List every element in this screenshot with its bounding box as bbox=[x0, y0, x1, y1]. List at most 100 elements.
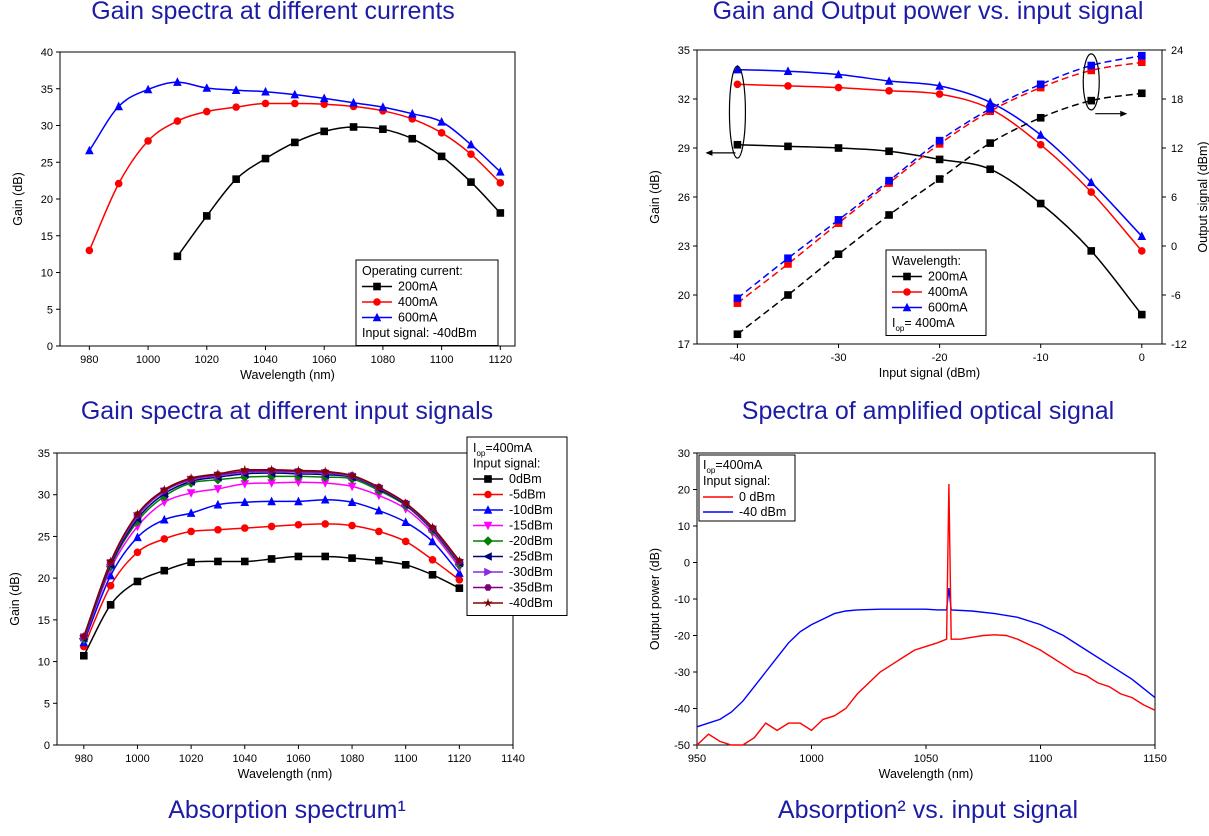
x-tick-label: 1020 bbox=[195, 354, 219, 366]
x-tick-label: -10 bbox=[1033, 352, 1049, 364]
data-point-10dbm bbox=[374, 505, 384, 515]
series-40-dbm bbox=[696, 588, 1156, 728]
x-tick-label: 1000 bbox=[125, 753, 149, 765]
legend-label-25dbm: -25dBm bbox=[509, 550, 553, 564]
title-mid-right: Spectra of amplified optical signal bbox=[741, 397, 1115, 425]
data-point-15dbm bbox=[294, 478, 303, 487]
data-point-10dbm bbox=[160, 514, 169, 524]
y2-axis-label: Output signal (dBm) bbox=[1196, 141, 1209, 252]
legend-frame bbox=[698, 454, 796, 522]
data-point-40dbm bbox=[293, 465, 304, 475]
legend-label-40dbm: -40dBm bbox=[509, 596, 553, 610]
data-point-200ma bbox=[1036, 113, 1045, 122]
y2-tick-label: 6 bbox=[1171, 192, 1177, 204]
data-point-600ma bbox=[290, 89, 300, 99]
series-200ma bbox=[173, 123, 505, 261]
data-point-600ma bbox=[935, 81, 944, 90]
data-point-600ma bbox=[1087, 61, 1096, 70]
data-point-400ma bbox=[85, 246, 94, 255]
data-point-400ma bbox=[261, 99, 270, 108]
series-output-600ma bbox=[733, 51, 1146, 303]
data-point-40dbm bbox=[454, 555, 465, 565]
data-point-400ma bbox=[144, 137, 152, 145]
data-point-5dbm bbox=[106, 581, 115, 590]
y-tick-label: 10 bbox=[38, 657, 50, 669]
legend-label-5dbm: -5dBm bbox=[509, 488, 546, 502]
x-axis-label: Wavelength (nm) bbox=[238, 767, 333, 781]
data-point-40dbm bbox=[347, 470, 357, 480]
legend-marker-400ma bbox=[373, 298, 381, 306]
legend-operating-current: Iop=400mA bbox=[703, 458, 763, 475]
y-axis-label: Gain (dB) bbox=[648, 170, 662, 224]
y-tick-label: 30 bbox=[41, 121, 53, 133]
x-tick-label: 1040 bbox=[253, 354, 277, 366]
data-point-400ma bbox=[834, 83, 843, 92]
data-point-200ma bbox=[320, 127, 328, 136]
data-point-600ma bbox=[985, 97, 995, 107]
title-top-right: Gain and Output power vs. input signal bbox=[712, 0, 1144, 25]
legend-label-10dbm: -10dBm bbox=[509, 503, 553, 517]
data-point-0dbm bbox=[375, 556, 383, 565]
output-group-ellipse bbox=[1082, 53, 1100, 111]
data-point-200ma bbox=[986, 165, 994, 174]
data-point-200ma bbox=[496, 209, 505, 217]
legend-label-40-dbm: -40 dBm bbox=[739, 505, 786, 519]
data-point-15dbm bbox=[320, 479, 330, 488]
data-point-10dbm bbox=[347, 497, 357, 506]
series-line-200ma bbox=[176, 126, 501, 257]
data-point-0dbm bbox=[240, 557, 249, 566]
y-tick-label: 5 bbox=[44, 698, 50, 710]
data-point-10dbm bbox=[455, 568, 464, 577]
data-point-5dbm bbox=[375, 527, 383, 536]
series-line-200ma bbox=[736, 92, 1142, 335]
data-point-200ma bbox=[232, 175, 240, 183]
x-axis-label: Wavelength (nm) bbox=[879, 767, 974, 781]
y-axis-label: Gain (dB) bbox=[8, 572, 22, 626]
data-point-5dbm bbox=[187, 527, 195, 536]
data-point-600ma bbox=[261, 86, 270, 96]
y-tick-label: 20 bbox=[678, 290, 690, 302]
data-point-0dbm bbox=[160, 566, 169, 575]
series-0dbm bbox=[80, 552, 464, 660]
data-point-600ma bbox=[378, 102, 388, 111]
data-point-400ma bbox=[1087, 66, 1096, 75]
data-point-40dbm bbox=[132, 508, 143, 518]
series-line-0dbm bbox=[83, 555, 460, 657]
series-line-400ma bbox=[737, 83, 1143, 252]
data-point-40dbm bbox=[213, 468, 223, 478]
y-tick-label: 15 bbox=[38, 615, 50, 627]
data-point-200ma bbox=[1137, 89, 1146, 98]
y-tick-label: -10 bbox=[674, 594, 690, 606]
y-tick-label: -40 bbox=[674, 704, 690, 716]
data-point-200ma bbox=[202, 212, 211, 220]
y2-tick-label: 12 bbox=[1171, 143, 1183, 155]
legend-marker-10dbm bbox=[483, 505, 493, 514]
legend-marker-35dbm bbox=[484, 584, 492, 591]
data-point-600ma bbox=[466, 139, 476, 149]
y-tick-label: 26 bbox=[678, 192, 690, 204]
data-point-600ma bbox=[496, 167, 505, 176]
data-point-10dbm bbox=[267, 496, 276, 506]
legend-label-30dbm: -30dBm bbox=[509, 565, 553, 579]
data-point-15dbm bbox=[213, 485, 223, 494]
legend-marker-40dbm bbox=[483, 598, 493, 607]
right-arrow-head bbox=[1120, 110, 1128, 117]
y-axis-label: Gain (dB) bbox=[11, 172, 25, 226]
data-point-600ma bbox=[1137, 51, 1146, 60]
legend-marker-200ma bbox=[903, 272, 911, 281]
legend-title: Input signal: bbox=[473, 457, 540, 471]
data-point-600ma bbox=[202, 83, 212, 92]
series-gain-600ma bbox=[733, 64, 1147, 240]
data-point-400ma bbox=[1087, 188, 1096, 196]
x-tick-label: 1150 bbox=[1143, 753, 1167, 765]
legend-label-200ma: 200mA bbox=[398, 280, 438, 294]
data-point-400ma bbox=[733, 80, 742, 89]
legend-marker-600ma bbox=[372, 312, 382, 322]
x-tick-label: 1020 bbox=[179, 753, 203, 765]
data-point-0dbm bbox=[348, 554, 356, 562]
data-point-600ma bbox=[1036, 80, 1045, 89]
x-axis-label: Wavelength (nm) bbox=[240, 368, 335, 382]
y-tick-label: 5 bbox=[47, 304, 53, 316]
data-point-40dbm bbox=[401, 498, 411, 508]
